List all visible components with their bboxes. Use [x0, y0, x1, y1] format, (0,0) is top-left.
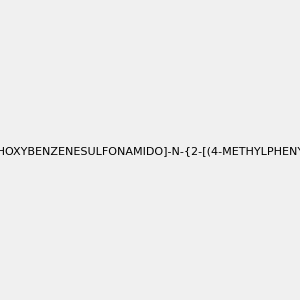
Text: 2-[N-(4-METHYLPHENYL)4-METHOXYBENZENESULFONAMIDO]-N-{2-[(4-METHYLPHENYL)SULFANYL: 2-[N-(4-METHYLPHENYL)4-METHOXYBENZENESUL… [0, 146, 300, 157]
